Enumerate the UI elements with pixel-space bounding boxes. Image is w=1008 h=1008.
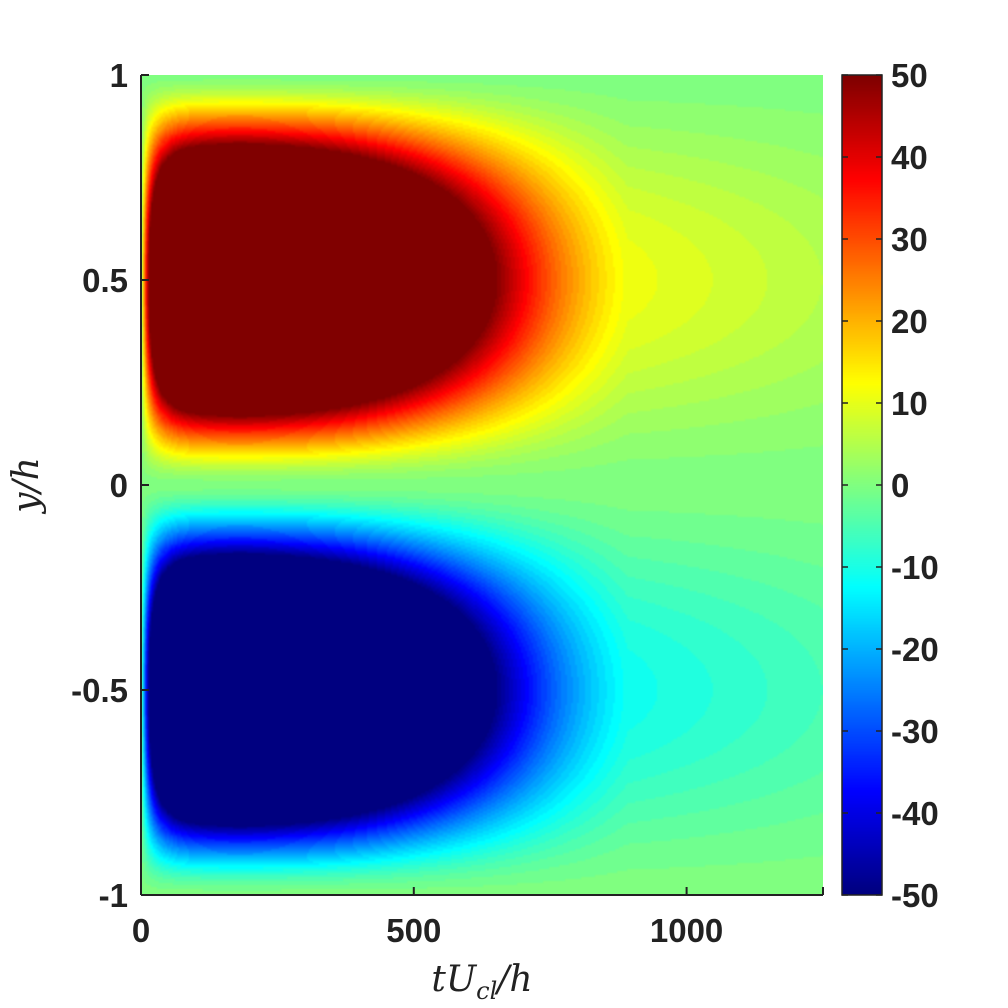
y-ticks: -1 -0.5 0 0.5 1 [71,57,149,914]
colorbar-tick-label: 20 [891,303,928,340]
x-tick-label: 500 [386,912,441,949]
colorbar-tick-label: 0 [891,467,909,504]
colorbar-tick-label: 40 [891,139,928,176]
x-axis-title: tUcl/h [431,959,532,1005]
y-tick-label: -0.5 [71,672,128,709]
colorbar-gradient [842,75,882,895]
colorbar-tick-label: 30 [891,221,928,258]
colorbar-tick-label: -20 [891,631,939,668]
colorbar-tick-label: 10 [891,385,928,422]
y-tick-label: 1 [110,57,128,94]
x-title-rest: /h [494,959,532,1000]
y-axis-title: y/h [6,457,47,515]
colorbar-ticks: 50 40 30 20 10 0 -10 -20 -30 -40 -50 [842,57,939,914]
colorbar-tick-label: 50 [891,57,928,94]
x-tick-label: 0 [132,912,150,949]
colorbar-tick-label: -30 [891,713,939,750]
colorbar: 50 40 30 20 10 0 -10 -20 -30 -40 -50 [841,57,939,914]
x-ticks: 0 500 1000 [132,887,824,949]
heatmap-field [141,75,823,895]
colorbar-tick-label: -40 [891,795,939,832]
y-tick-label: -1 [99,877,128,914]
y-tick-label: 0 [110,467,128,504]
y-tick-label: 0.5 [82,262,128,299]
x-title-base: tU [431,959,477,1000]
x-title-subscript: cl [476,977,497,1005]
colorbar-tick-label: -50 [891,877,939,914]
plot-area [141,75,823,895]
colorbar-tick-label: -10 [891,549,939,586]
x-tick-label: 1000 [650,912,723,949]
